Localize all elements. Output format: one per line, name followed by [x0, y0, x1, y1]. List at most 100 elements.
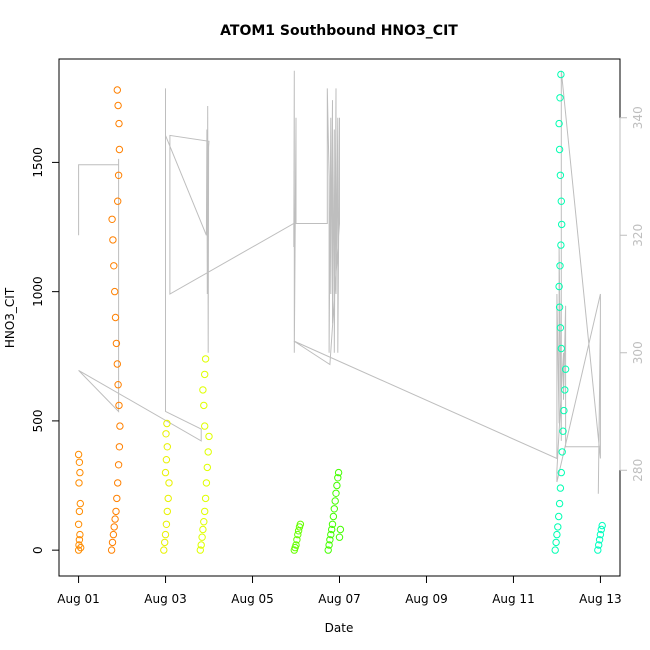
data-point: [115, 198, 121, 204]
data-point: [112, 288, 118, 294]
series-group: [197, 356, 212, 554]
y-tick-label: 1500: [31, 147, 45, 178]
data-point: [552, 547, 558, 553]
data-point: [331, 506, 337, 512]
data-point: [109, 539, 115, 545]
data-point: [111, 263, 117, 269]
data-point: [115, 102, 121, 108]
data-point: [557, 95, 563, 101]
data-point: [164, 508, 170, 514]
data-point: [202, 508, 208, 514]
data-point: [163, 457, 169, 463]
altitude-line: [79, 71, 601, 494]
data-point: [330, 513, 336, 519]
data-point: [599, 522, 605, 528]
data-point: [77, 469, 83, 475]
data-point: [76, 480, 82, 486]
x-axis-label: Date: [325, 621, 354, 635]
data-point: [334, 482, 340, 488]
x-tick-label: Aug 07: [318, 592, 361, 606]
right-tick-label: 300: [631, 341, 645, 364]
data-point: [113, 508, 119, 514]
data-points-layer: [75, 71, 605, 553]
series-group: [552, 71, 569, 553]
y-tick-label: 1000: [31, 276, 45, 307]
x-tick-label: Aug 13: [579, 592, 622, 606]
y-tick-label: 500: [31, 409, 45, 432]
data-point: [162, 469, 168, 475]
data-point: [337, 526, 343, 532]
data-point: [117, 423, 123, 429]
right-tick-label: 320: [631, 224, 645, 247]
data-point: [114, 361, 120, 367]
data-point: [202, 423, 208, 429]
data-point: [205, 449, 211, 455]
altitude-line-layer: [79, 71, 601, 494]
data-point: [206, 433, 212, 439]
data-point: [202, 371, 208, 377]
data-point: [203, 480, 209, 486]
data-point: [200, 526, 206, 532]
data-point: [202, 495, 208, 501]
data-point: [161, 547, 167, 553]
data-point: [162, 531, 168, 537]
series-group: [325, 469, 344, 553]
data-point: [115, 480, 121, 486]
x-tick-label: Aug 01: [57, 592, 100, 606]
data-point: [555, 524, 561, 530]
data-point: [162, 539, 168, 545]
data-point: [557, 485, 563, 491]
data-point: [115, 462, 121, 468]
data-point: [109, 216, 115, 222]
data-point: [557, 263, 563, 269]
data-point: [163, 521, 169, 527]
data-point: [557, 172, 563, 178]
x-tick-label: Aug 05: [231, 592, 274, 606]
y-axis: 050010001500: [31, 147, 59, 554]
data-point: [110, 531, 116, 537]
data-point: [336, 534, 342, 540]
data-point: [201, 402, 207, 408]
chart-title: ATOM1 Southbound HNO3_CIT: [220, 23, 458, 39]
data-point: [553, 539, 559, 545]
data-point: [75, 451, 81, 457]
data-point: [112, 516, 118, 522]
data-point: [201, 519, 207, 525]
data-point: [199, 534, 205, 540]
data-point: [163, 431, 169, 437]
data-point: [114, 495, 120, 501]
data-point: [202, 356, 208, 362]
series-group: [108, 87, 123, 554]
x-tick-label: Aug 09: [405, 592, 448, 606]
data-point: [204, 464, 210, 470]
x-tick-label: Aug 11: [492, 592, 535, 606]
data-point: [556, 500, 562, 506]
data-point: [556, 513, 562, 519]
data-point: [108, 547, 114, 553]
data-point: [116, 120, 122, 126]
data-point: [559, 449, 565, 455]
data-point: [554, 531, 560, 537]
data-point: [165, 495, 171, 501]
data-point: [77, 500, 83, 506]
right-tick-label: 340: [631, 106, 645, 129]
data-point: [112, 314, 118, 320]
data-point: [76, 459, 82, 465]
y-axis-label: HNO3_CIT: [3, 287, 17, 348]
data-point: [116, 146, 122, 152]
right-axis: 280300320340: [620, 106, 645, 481]
data-point: [114, 87, 120, 93]
data-point: [556, 146, 562, 152]
data-point: [332, 498, 338, 504]
data-point: [116, 444, 122, 450]
data-point: [166, 480, 172, 486]
data-point: [333, 490, 339, 496]
data-point: [111, 524, 117, 530]
x-axis: Aug 01 Aug 03 Aug 05 Aug 07 Aug 09 Aug 11 Aug …: [57, 576, 621, 606]
data-point: [164, 444, 170, 450]
series-group: [595, 522, 606, 553]
x-tick-label: Aug 03: [144, 592, 187, 606]
series-group: [161, 420, 173, 553]
chart: ATOM1 Southbound HNO3_CIT 280300320340 A…: [0, 0, 650, 650]
data-point: [110, 237, 116, 243]
